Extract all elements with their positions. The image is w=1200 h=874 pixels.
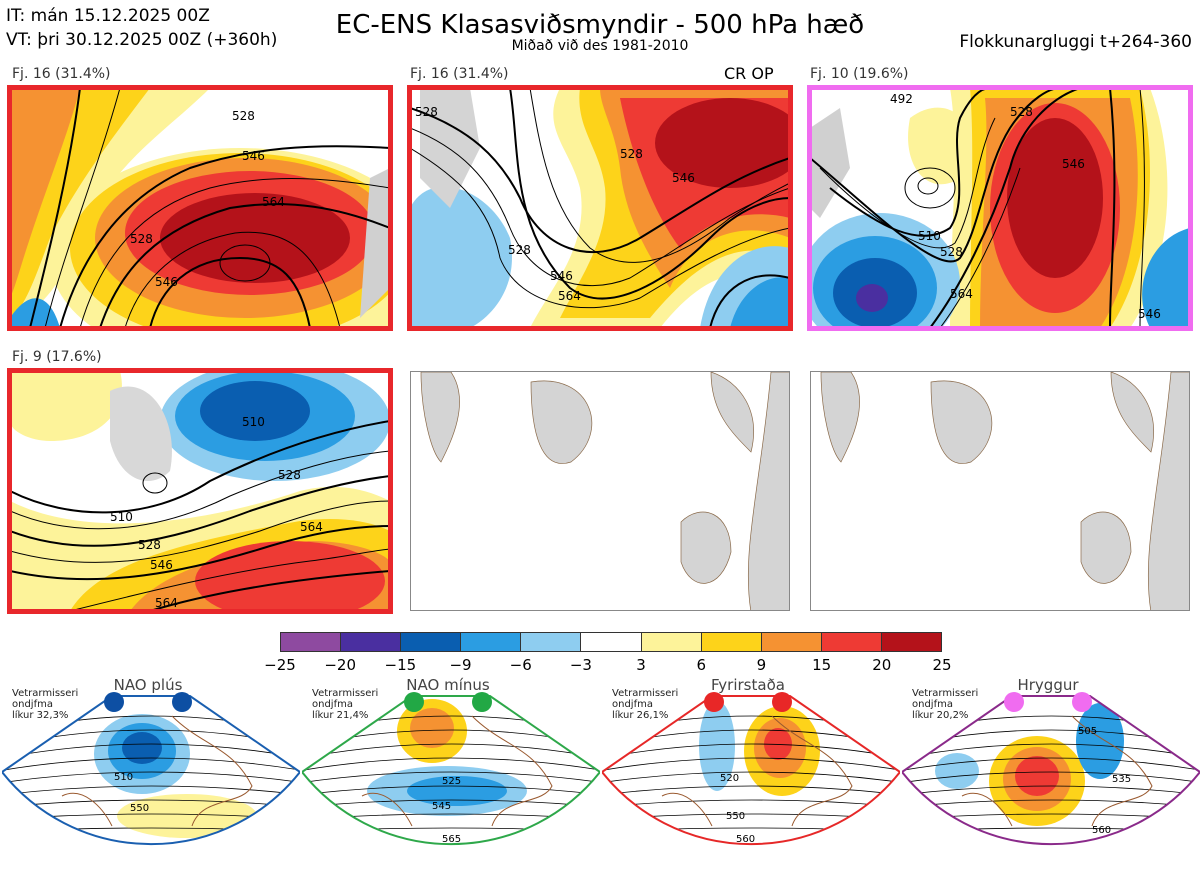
regime-prob: líkur 21,4%	[312, 710, 369, 721]
panel-1-label: Fj. 16 (31.4%)	[12, 66, 111, 82]
regime-prob: líkur 20,2%	[912, 710, 969, 721]
colorbar-tick-label: −20	[324, 656, 356, 674]
valid-time: VT: þri 30.12.2025 00Z (+360h)	[6, 30, 278, 50]
svg-text:528: 528	[278, 468, 301, 482]
regime-season: Vetrarmisseri	[312, 688, 379, 699]
colorbar-swatch	[281, 633, 342, 651]
panel-3-label: Fj. 10 (19.6%)	[810, 66, 909, 82]
regime-season: Vetrarmisseri	[912, 688, 979, 699]
empty-map-5	[410, 371, 790, 611]
colorbar-swatch	[821, 633, 882, 651]
svg-text:564: 564	[558, 289, 581, 303]
regime-contour-label: 550	[130, 803, 150, 814]
regime-contour-label: 535	[1112, 774, 1132, 785]
svg-text:564: 564	[262, 195, 285, 209]
classification-window: Flokkunargluggi t+264-360	[959, 32, 1192, 52]
regime-contour-label: 560	[736, 834, 756, 845]
svg-text:546: 546	[155, 275, 178, 289]
svg-text:564: 564	[155, 596, 178, 610]
colorbar-tick-label: −25	[264, 656, 296, 674]
regime-prob: líkur 32,3%	[12, 710, 69, 721]
colorbar-swatch	[401, 633, 462, 651]
cluster-map-3: 492 510 528 564 546 528 546	[810, 88, 1190, 328]
regime-contour-label: 565	[442, 834, 462, 845]
regime-contour-label: 545	[432, 801, 452, 812]
colorbar-tick-label: −3	[569, 656, 592, 674]
regime-inset: 505 535 560 Hryggur Vetrarmisseri ondjfma líku…	[900, 676, 1200, 870]
regime-contour-label: 520	[720, 773, 740, 784]
svg-text:528: 528	[508, 243, 531, 257]
colorbar-swatch	[581, 633, 642, 651]
regime-contour-label: 525	[442, 776, 462, 787]
regime-name: NAO mínus	[406, 676, 490, 694]
regime-name: Fyrirstaða	[711, 676, 785, 694]
regime-inset: 525 545 565 NAO mínus Vetrarmisseri ondjfma lí…	[300, 676, 602, 870]
svg-text:528: 528	[620, 147, 643, 161]
regime-season: Vetrarmisseri	[12, 688, 79, 699]
svg-text:546: 546	[1138, 307, 1161, 321]
svg-text:546: 546	[150, 558, 173, 572]
colorbar-swatch	[881, 633, 942, 651]
cluster-map-1: 528 546 564 528 546	[10, 88, 390, 328]
colorbar-swatch	[641, 633, 702, 651]
regime-period: ondjfma	[312, 699, 353, 710]
colorbar-swatch	[341, 633, 402, 651]
svg-text:492: 492	[890, 92, 913, 106]
svg-text:510: 510	[918, 229, 941, 243]
colorbar-tick-label: 6	[696, 656, 707, 674]
svg-text:546: 546	[550, 269, 573, 283]
svg-text:528: 528	[130, 232, 153, 246]
svg-text:528: 528	[940, 245, 963, 259]
colorbar-tick-label: 25	[932, 656, 952, 674]
svg-text:528: 528	[1010, 105, 1033, 119]
regime-contour-label: 560	[1092, 825, 1112, 836]
page-subtitle: Miðað við des 1981-2010	[511, 38, 689, 54]
regime-name: NAO plús	[113, 676, 183, 694]
colorbar-tick-label: −6	[509, 656, 532, 674]
panel-2-tag: CR OP	[724, 64, 774, 83]
colorbar-swatch	[521, 633, 582, 651]
regime-inset: 510 550 NAO plús Vetrarmisseri ondjfma líkur …	[0, 676, 302, 870]
colorbar-tick-label: 9	[756, 656, 767, 674]
svg-text:564: 564	[950, 287, 973, 301]
svg-text:546: 546	[672, 171, 695, 185]
svg-text:546: 546	[1062, 157, 1085, 171]
svg-text:510: 510	[242, 415, 265, 429]
colorbar-tick-label: −15	[384, 656, 417, 674]
svg-text:528: 528	[232, 109, 255, 123]
colorbar-swatch	[701, 633, 762, 651]
panel-2-label: Fj. 16 (31.4%)	[410, 66, 509, 82]
regime-period: ondjfma	[612, 699, 653, 710]
colorbar-swatch	[461, 633, 522, 651]
cluster-map-4: 510 528 546 564 510 528 564	[10, 371, 390, 611]
colorbar-tick-label: 20	[872, 656, 892, 674]
cluster-map-2: 528 528 546 564 528 546	[410, 88, 790, 328]
regime-inset: 520 550 560 Fyrirstaða Vetrarmisseri ondjfma l…	[600, 676, 902, 870]
colorbar-tick-label: −9	[449, 656, 472, 674]
issue-time: IT: mán 15.12.2025 00Z	[6, 6, 210, 26]
svg-text:546: 546	[242, 149, 265, 163]
colorbar-swatch	[761, 633, 822, 651]
regime-period: ondjfma	[912, 699, 953, 710]
svg-text:528: 528	[138, 538, 161, 552]
svg-text:528: 528	[415, 105, 438, 119]
panel-4-label: Fj. 9 (17.6%)	[12, 349, 102, 365]
anomaly-colorbar	[280, 632, 942, 652]
svg-text:564: 564	[300, 520, 323, 534]
colorbar-tick-label: 15	[812, 656, 832, 674]
regime-contour-label: 510	[114, 772, 134, 783]
regime-season: Vetrarmisseri	[612, 688, 679, 699]
regime-name: Hryggur	[1017, 676, 1079, 694]
regime-prob: líkur 26,1%	[612, 710, 669, 721]
regime-contour-label: 505	[1078, 726, 1098, 737]
empty-map-6	[810, 371, 1190, 611]
page-title: EC-ENS Klasasviðsmyndir - 500 hPa hæð	[335, 10, 865, 40]
regime-contour-label: 550	[726, 811, 746, 822]
svg-text:510: 510	[110, 510, 133, 524]
regime-period: ondjfma	[12, 699, 53, 710]
colorbar-tick-label: 3	[636, 656, 646, 674]
